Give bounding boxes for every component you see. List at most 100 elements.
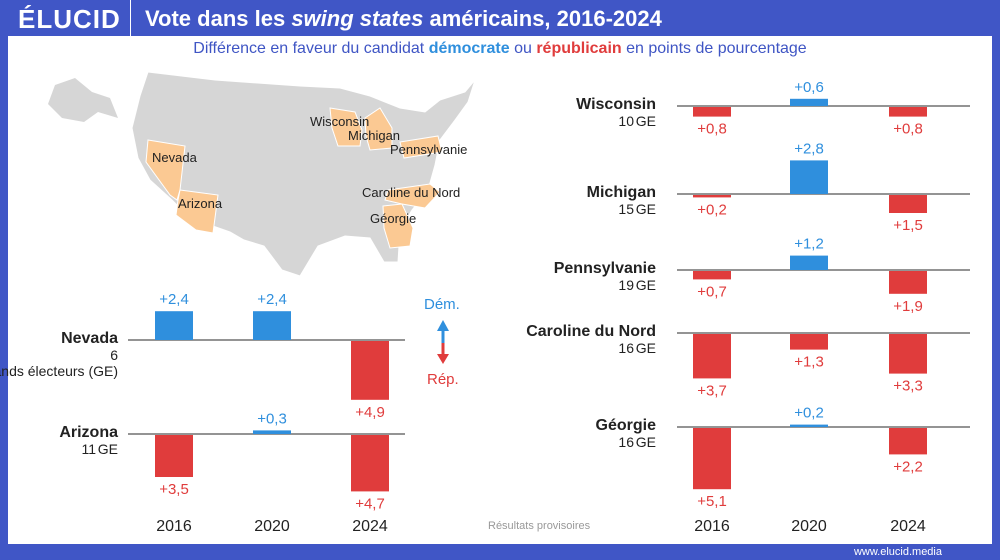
state-name: Caroline du Nord	[526, 323, 656, 340]
state-ge: 10	[618, 113, 634, 129]
state-ge: 16	[618, 340, 634, 356]
subtitle-post: en points de pourcentage	[621, 40, 807, 57]
bar	[693, 271, 731, 280]
bar	[790, 334, 828, 350]
header: ÉLUCID Vote dans les swing states améric…	[0, 0, 1000, 36]
legend-arrow	[437, 320, 449, 364]
data-label: +1,9	[893, 298, 923, 315]
legend-dem: Dém.	[424, 296, 460, 313]
year-tick: 2020	[791, 518, 827, 535]
data-label: +2,8	[794, 140, 824, 157]
bar	[693, 107, 731, 117]
subtitle-rep: républicain	[536, 40, 622, 57]
bar	[790, 255, 828, 270]
title-pre: Vote dans les	[145, 6, 292, 31]
title-post: américains, 2016-2024	[423, 6, 662, 31]
map-label-north-carolina: Caroline du Nord	[362, 185, 460, 200]
state-name: Nevada	[61, 330, 118, 347]
bar	[693, 334, 731, 379]
data-label: +2,4	[159, 291, 189, 308]
state-ge-label: grands électeurs (GE)	[0, 363, 118, 379]
bar	[790, 160, 828, 194]
map-label-pennsylvania: Pennsylvanie	[390, 142, 467, 157]
alaska-shape	[48, 78, 118, 122]
data-label: +4,7	[355, 495, 385, 512]
state-ge: 19	[618, 277, 634, 293]
subtitle-dem: démocrate	[428, 40, 510, 57]
data-label: +0,8	[893, 121, 923, 138]
data-label: +4,9	[355, 404, 385, 421]
data-label: +0,6	[794, 79, 824, 96]
bar	[889, 428, 927, 455]
bar	[889, 195, 927, 213]
data-label: +1,5	[893, 217, 923, 234]
data-label: +2,2	[893, 458, 923, 475]
bar	[693, 195, 731, 198]
elucid-logo: ÉLUCID	[18, 4, 121, 34]
state-name: Arizona	[59, 424, 118, 441]
data-label: +1,3	[794, 354, 824, 371]
map-label-georgia: Géorgie	[370, 211, 416, 226]
state-name: Michigan	[587, 184, 656, 201]
nevada-shape	[145, 139, 186, 201]
data-label: +2,4	[257, 291, 287, 308]
state-name: Wisconsin	[576, 96, 656, 113]
title-italic: swing states	[291, 6, 424, 31]
state-ge: 15	[618, 201, 634, 217]
state-ge-label: GE	[636, 113, 656, 129]
map-label-arizona: Arizona	[178, 196, 223, 211]
bar	[351, 341, 389, 400]
bar	[351, 435, 389, 492]
data-label: +3,7	[697, 382, 727, 399]
state-ge-label: GE	[98, 441, 118, 457]
year-tick: 2020	[254, 518, 290, 535]
map-label-michigan: Michigan	[348, 128, 400, 143]
arizona-shape	[175, 189, 219, 234]
data-label: +0,7	[697, 283, 727, 300]
us-map: Nevada Arizona Wisconsin Michigan Pennsy…	[48, 71, 476, 277]
bar	[253, 311, 291, 340]
year-tick: 2024	[890, 518, 926, 535]
bar	[889, 271, 927, 294]
data-label: +1,2	[794, 236, 824, 253]
subtitle-mid: ou	[509, 40, 537, 57]
bar	[889, 107, 927, 117]
data-label: +3,5	[159, 481, 189, 498]
michigan-shape	[364, 107, 393, 151]
state-ge: 11	[81, 441, 96, 457]
state-name: Géorgie	[596, 417, 657, 434]
state-ge: 16	[618, 434, 634, 450]
data-label: +3,3	[893, 378, 923, 395]
pennsylvania-shape	[399, 135, 443, 159]
wisconsin-shape	[329, 107, 363, 147]
map-label-wisconsin: Wisconsin	[310, 114, 369, 129]
data-label: +0,8	[697, 121, 727, 138]
subtitle-pre: Différence en faveur du candidat	[193, 40, 429, 57]
state-ge: 6	[110, 347, 118, 363]
data-label: +0,2	[794, 405, 824, 422]
data-label: +0,2	[697, 201, 727, 218]
year-tick: 2016	[694, 518, 730, 535]
north-carolina-shape	[384, 183, 441, 209]
state-ge-label: GE	[636, 340, 656, 356]
legend-rep: Rép.	[427, 371, 459, 388]
us-mainland-shape	[131, 71, 476, 277]
state-ge-label: GE	[636, 277, 656, 293]
georgia-shape	[382, 203, 414, 249]
data-label: +0,3	[257, 410, 287, 427]
bar	[790, 98, 828, 106]
state-name: Pennsylvanie	[554, 260, 656, 277]
subtitle: Différence en faveur du candidat démocra…	[0, 40, 1000, 58]
state-ge-label: GE	[636, 434, 656, 450]
year-tick: 2024	[352, 518, 388, 535]
data-label: +5,1	[697, 493, 727, 510]
map-label-nevada: Nevada	[152, 150, 198, 165]
footer-url[interactable]: www.elucid.media	[853, 546, 942, 558]
bar	[155, 435, 193, 477]
page-title: Vote dans les swing states américains, 2…	[145, 6, 662, 32]
bar	[253, 430, 291, 434]
note: Résultats provisoires	[488, 520, 591, 532]
bar	[790, 424, 828, 427]
bar	[155, 311, 193, 340]
